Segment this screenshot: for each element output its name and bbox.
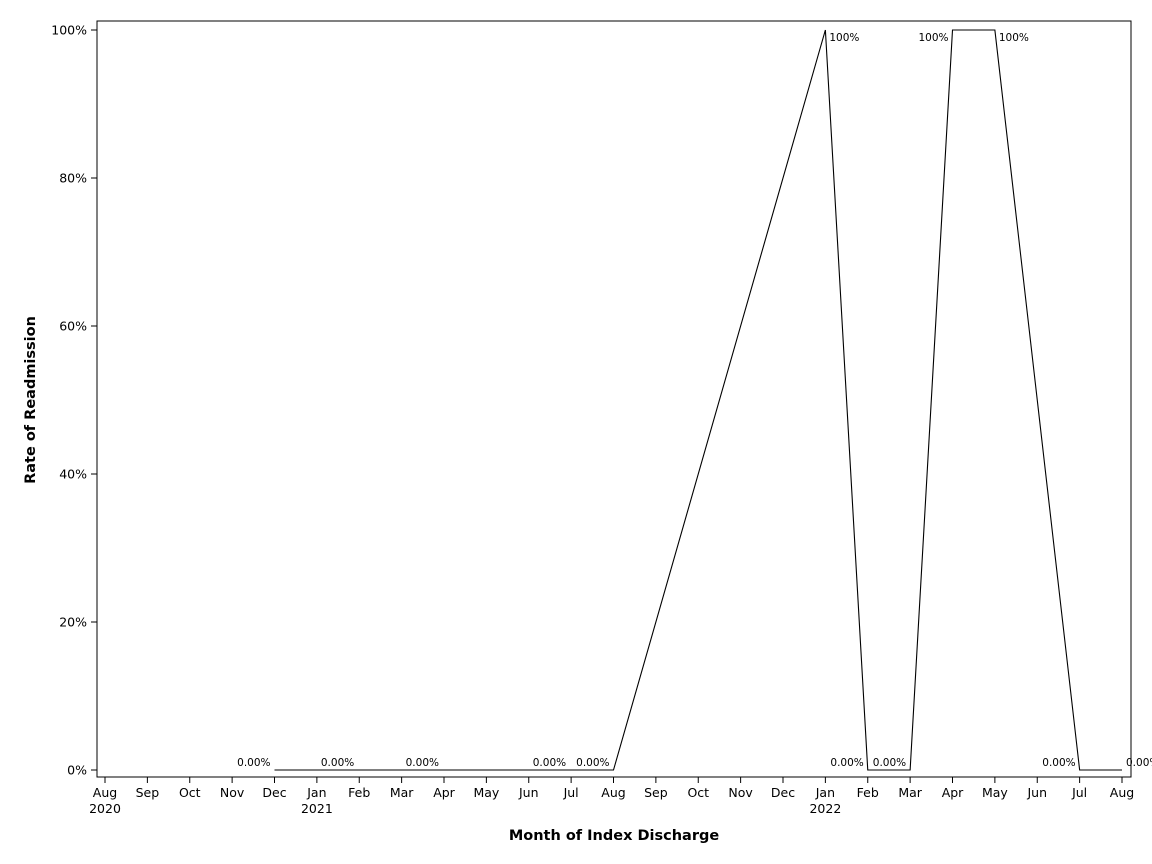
- data-label: 0.00%: [237, 757, 270, 769]
- x-tick-label: Dec: [262, 785, 286, 800]
- y-tick-label: 20%: [59, 615, 87, 630]
- x-tick-label: Mar: [898, 785, 922, 800]
- x-tick-label: Feb: [348, 785, 370, 800]
- series-layer: [274, 29, 1122, 771]
- x-tick-label: Oct: [179, 785, 201, 800]
- data-label-layer: 0.00% 0.00% 0.00% 0.00% 0.00% 100% 0.00% 0.00% 1…: [237, 32, 1152, 769]
- x-tick-label: Jul: [1071, 785, 1087, 800]
- x-axis-title: Month of Index Discharge: [509, 828, 720, 844]
- x-tick-label: Sep: [644, 785, 668, 800]
- x-tick-label: Jan: [306, 785, 326, 800]
- data-label: 100%: [829, 32, 859, 44]
- series-line: [274, 29, 1122, 771]
- x-tick-year-label: 2021: [301, 801, 333, 816]
- data-label: 100%: [918, 32, 948, 44]
- y-tick-label: 40%: [59, 467, 87, 482]
- x-tick-label: Nov: [220, 785, 245, 800]
- x-tick-label: Apr: [942, 785, 964, 800]
- x-tick-label: Jan: [815, 785, 835, 800]
- x-tick-label: Sep: [136, 785, 160, 800]
- x-tick-label: Apr: [433, 785, 455, 800]
- x-tick-label: Jun: [518, 785, 539, 800]
- x-tick-year-label: 2022: [809, 801, 841, 816]
- x-tick-label: Aug: [93, 785, 117, 800]
- x-tick-label: Feb: [857, 785, 879, 800]
- y-tick-label: 0%: [67, 763, 87, 778]
- y-axis: 0% 20% 40% 60% 80% 100%: [51, 23, 97, 778]
- x-tick-label: Aug: [1110, 785, 1134, 800]
- x-tick-label: Jun: [1026, 785, 1047, 800]
- x-tick-label: Oct: [687, 785, 709, 800]
- x-tick-label: Dec: [771, 785, 795, 800]
- y-tick-label: 60%: [59, 319, 87, 334]
- data-label: 0.00%: [873, 757, 906, 769]
- x-tick-year-label: 2020: [89, 801, 121, 816]
- x-tick-label: May: [473, 785, 499, 800]
- y-tick-label: 100%: [51, 23, 87, 38]
- y-axis-title: Rate of Readmission: [23, 316, 39, 484]
- x-tick-label: Aug: [601, 785, 625, 800]
- x-tick-label: May: [982, 785, 1008, 800]
- y-tick-label: 80%: [59, 171, 87, 186]
- data-label: 0.00%: [1042, 757, 1075, 769]
- x-tick-label: Mar: [390, 785, 414, 800]
- x-tick-label: Jul: [563, 785, 579, 800]
- data-label: 0.00%: [321, 757, 354, 769]
- data-label: 0.00%: [830, 757, 863, 769]
- data-label: 0.00%: [533, 757, 566, 769]
- data-label: 100%: [999, 32, 1029, 44]
- data-label: 0.00%: [1126, 757, 1152, 769]
- data-label: 0.00%: [406, 757, 439, 769]
- data-label: 0.00%: [576, 757, 609, 769]
- plot-area-frame: [96, 20, 1132, 778]
- x-tick-label: Nov: [728, 785, 753, 800]
